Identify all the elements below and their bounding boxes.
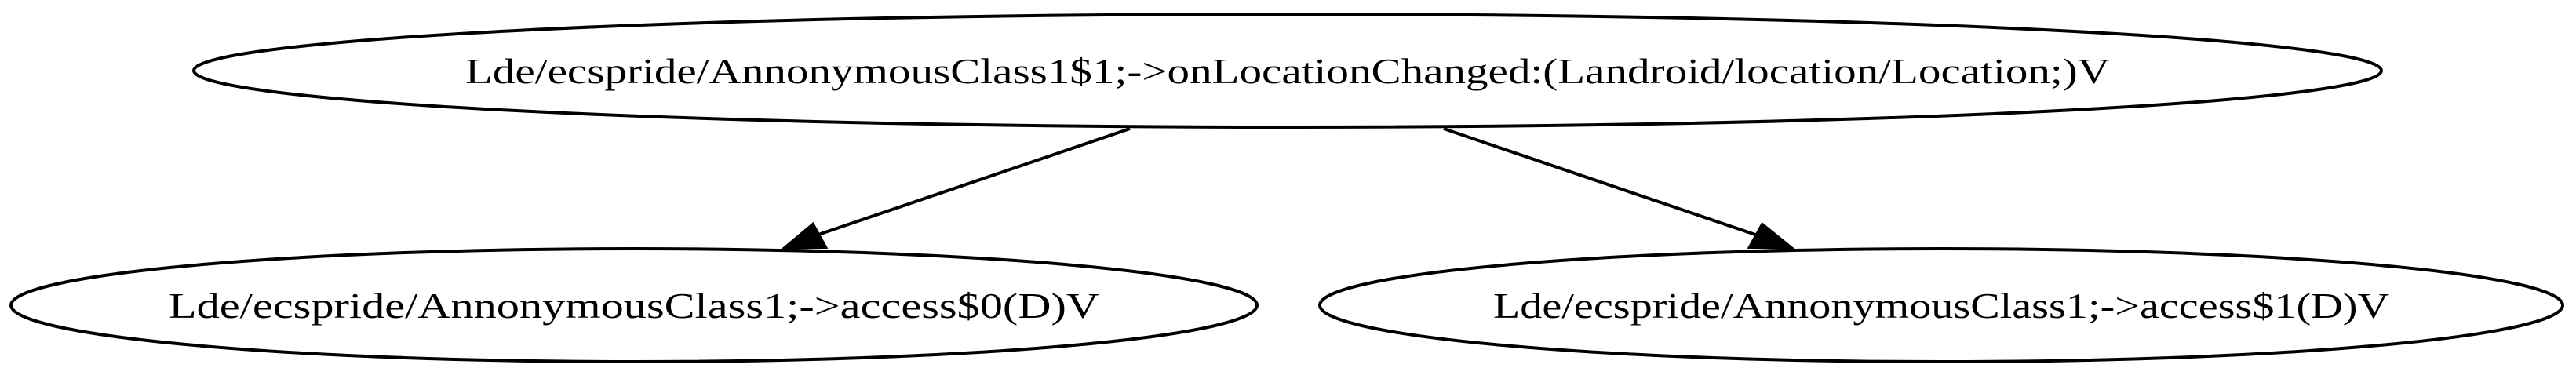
graph-node-onlocationchanged: Lde/ecspride/AnnonymousClass1$1;->onLoca… — [194, 14, 2381, 127]
graph-edge-to-access0 — [785, 129, 1130, 248]
arrowhead-icon — [785, 224, 825, 248]
arrowhead-icon — [1750, 224, 1791, 248]
graph-node-access1: Lde/ecspride/AnnonymousClass1;->access$1… — [1320, 249, 2563, 362]
edge-line — [1444, 129, 1758, 235]
graph-node-access0: Lde/ecspride/AnnonymousClass1;->access$0… — [11, 249, 1257, 362]
node-label: Lde/ecspride/AnnonymousClass1$1;->onLoca… — [465, 51, 2110, 91]
edge-line — [816, 129, 1130, 235]
graph-edge-to-access1 — [1444, 129, 1791, 248]
node-label: Lde/ecspride/AnnonymousClass1;->access$1… — [1493, 286, 2389, 326]
node-label: Lde/ecspride/AnnonymousClass1;->access$0… — [169, 286, 1099, 326]
